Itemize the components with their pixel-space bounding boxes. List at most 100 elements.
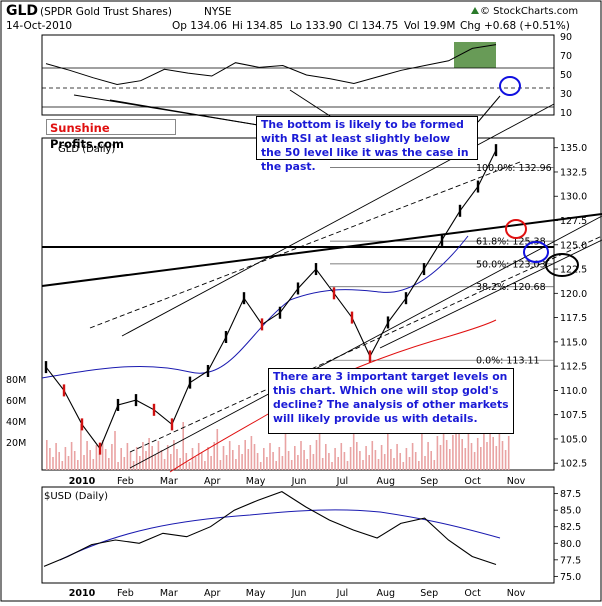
volume-bar bbox=[104, 449, 107, 470]
main-x-tick-label: Nov bbox=[507, 476, 526, 487]
volume-bar bbox=[77, 460, 79, 470]
volume-tick-label: 40M bbox=[6, 417, 26, 428]
volume-bar bbox=[55, 443, 57, 470]
fib-label: 100.0%: 132.96 bbox=[476, 163, 552, 174]
main-x-tick-label: May bbox=[246, 476, 266, 487]
volume-bar bbox=[204, 461, 206, 470]
volume-tick-label: 80M bbox=[6, 375, 26, 386]
price-candle bbox=[314, 263, 318, 276]
rsi-callout: The bottom is likely to be formed with R… bbox=[256, 116, 478, 173]
volume-bar bbox=[377, 459, 380, 470]
volume-bar bbox=[197, 443, 200, 470]
main-x-tick-label: Jun bbox=[291, 476, 307, 487]
price-candle bbox=[242, 292, 246, 305]
volume-bar bbox=[207, 447, 209, 470]
volume-bar bbox=[269, 443, 271, 470]
price-candle bbox=[44, 361, 48, 374]
logo-part-1: Sunshine bbox=[50, 121, 110, 135]
rsi-blue-circle bbox=[499, 76, 521, 96]
volume-bar bbox=[470, 443, 473, 470]
volume-bar bbox=[365, 446, 367, 470]
volume-bar bbox=[489, 429, 491, 470]
volume-bar bbox=[114, 431, 116, 470]
volume-bar bbox=[256, 453, 259, 470]
volume-bar bbox=[445, 440, 448, 470]
volume-bar bbox=[402, 462, 405, 470]
volume-bar bbox=[390, 449, 392, 470]
volume-bar bbox=[442, 431, 445, 470]
high-value: Hi 134.85 bbox=[232, 20, 283, 32]
volume-bar bbox=[49, 448, 51, 470]
main-x-tick-label: Sep bbox=[420, 476, 438, 487]
volume-bar bbox=[461, 439, 463, 470]
arrow-rsi-bottom-3 bbox=[289, 89, 331, 117]
volume-bars bbox=[46, 418, 510, 470]
volume-bar bbox=[452, 435, 454, 470]
volume-bar bbox=[117, 462, 119, 470]
volume-bar bbox=[52, 457, 54, 470]
volume-bar bbox=[368, 455, 370, 470]
volume-bar bbox=[148, 438, 150, 470]
volume-bar bbox=[498, 432, 501, 470]
rsi-tick-label: 70 bbox=[560, 51, 572, 62]
volume-bar bbox=[225, 455, 228, 470]
price-candle bbox=[422, 263, 426, 276]
price-candle bbox=[350, 311, 354, 324]
usd-x-tick-label: Oct bbox=[464, 588, 481, 599]
volume-bar bbox=[235, 459, 237, 470]
volume-bar bbox=[473, 452, 476, 470]
rsi-tick-label: 10 bbox=[560, 108, 572, 119]
volume-bar bbox=[151, 446, 153, 470]
volume-bar bbox=[70, 442, 73, 470]
price-candle bbox=[494, 144, 498, 157]
volume-bar bbox=[393, 458, 395, 470]
usd-x-tick-label: Jun bbox=[291, 588, 307, 599]
price-candle bbox=[134, 394, 138, 407]
volume-bar bbox=[294, 446, 296, 470]
volume-bar bbox=[135, 447, 138, 470]
volume-bar bbox=[154, 455, 157, 470]
target-circle-blue bbox=[523, 241, 549, 263]
main-x-tick-label: Mar bbox=[160, 476, 178, 487]
volume-bar bbox=[424, 456, 426, 470]
usd-panel-title: $USD (Daily) bbox=[44, 491, 108, 502]
fib-label: 0.0%: 113.11 bbox=[476, 356, 540, 367]
volume-bar bbox=[163, 459, 166, 470]
sunshine-profits-logo: Sunshine Profits.com bbox=[46, 119, 176, 151]
volume-bar bbox=[272, 452, 274, 470]
arrow-to-blue-circle bbox=[477, 95, 501, 123]
price-tick-label: 120.0 bbox=[560, 289, 587, 300]
volume-bar bbox=[486, 442, 488, 470]
volume-bar bbox=[89, 450, 91, 470]
volume-bar bbox=[191, 448, 194, 470]
volume-bar bbox=[467, 434, 470, 470]
gld-candles bbox=[44, 144, 498, 455]
watermark: © StockCharts.com bbox=[480, 6, 578, 17]
volume-bar bbox=[188, 462, 191, 470]
volume-bar bbox=[98, 454, 101, 470]
main-x-tick-label: 2010 bbox=[69, 476, 96, 487]
volume-bar bbox=[399, 453, 401, 470]
exchange: NYSE bbox=[204, 6, 232, 18]
volume-bar bbox=[321, 458, 324, 470]
volume-bar bbox=[228, 441, 231, 470]
volume-bar bbox=[247, 449, 250, 470]
rsi-axis: 90 70 50 30 10 bbox=[560, 32, 572, 119]
volume-bar bbox=[281, 456, 284, 470]
volume-value: Vol 19.9M bbox=[404, 20, 456, 32]
arrow-rsi-bottom-2 bbox=[109, 99, 259, 126]
volume-bar bbox=[346, 461, 349, 470]
volume-bar bbox=[219, 460, 222, 470]
volume-bar bbox=[383, 454, 386, 470]
volume-bar bbox=[111, 444, 113, 470]
volume-bar bbox=[173, 440, 175, 470]
usd-x-tick-label: Apr bbox=[204, 588, 221, 599]
price-axis: 135.0 132.5 130.0 127.5 125.0 122.5 120.0 117.5… bbox=[554, 143, 587, 470]
price-tick-label: 135.0 bbox=[560, 143, 587, 154]
price-tick-label: 130.0 bbox=[560, 192, 587, 203]
volume-bar bbox=[213, 442, 215, 470]
volume-bar bbox=[278, 447, 281, 470]
price-candle bbox=[98, 442, 102, 455]
security-name: (SPDR Gold Trust Shares) bbox=[40, 6, 172, 18]
volume-bar bbox=[349, 447, 352, 470]
